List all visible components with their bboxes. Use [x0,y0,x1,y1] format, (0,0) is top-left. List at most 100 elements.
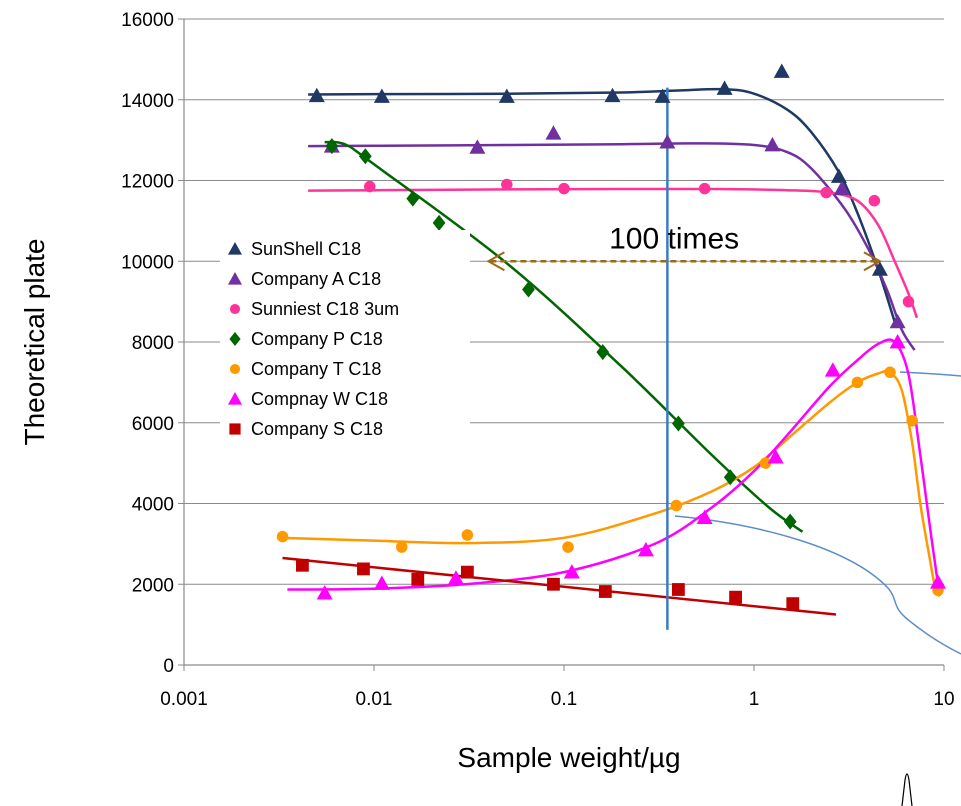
legend-label-sunshell-c18: SunShell C18 [251,239,361,259]
data-point-company-s-c18 [296,558,309,572]
data-point-compnay-w-c18 [637,541,654,557]
trend-line-company-p-c18 [324,140,804,533]
legend: SunShell C18 Company A C18 Sunniest C18 3u… [220,230,470,490]
data-point-company-p-c18 [596,344,610,361]
y-tick-label: 6000 [132,414,174,435]
annotation-arrow-head-right [863,251,882,272]
data-point-company-p-c18 [406,190,420,207]
y-tick-label: 14000 [121,91,174,112]
data-point-sunniest-c18-3um [501,178,513,191]
data-point-company-s-c18 [357,562,370,576]
legend-background [220,230,470,490]
data-point-company-s-c18 [547,577,560,591]
data-point-company-t-c18 [670,499,683,512]
data-point-company-p-c18 [671,415,685,432]
y-tick-label: 2000 [132,575,174,596]
data-point-company-s-c18 [729,590,742,604]
data-point-company-s-c18 [411,573,425,586]
x-tick-label: 0.001 [160,689,208,710]
legend-label-sunniest-c18-3um: Sunniest C18 3um [251,299,399,319]
x-tick-label: 1 [749,689,760,710]
data-point-sunshell-c18 [498,88,515,103]
legend-marker-company-a-c18 [228,272,242,285]
data-point-company-p-c18 [723,469,737,486]
y-tick-label: 0 [163,656,174,677]
data-point-sunshell-c18 [604,87,621,103]
legend-marker-company-t-c18 [229,363,241,375]
trend-line-sunniest-c18-3um [308,187,919,319]
data-point-sunshell-c18 [308,87,325,103]
annotation-label: 100 times [609,222,739,255]
y-tick-label: 12000 [121,172,174,193]
data-point-company-t-c18 [851,376,864,389]
tick-labels: 0 2000 4000 6000 8000 10000 12000 14000 16000 0.0… [121,10,954,710]
overlay-curve-upper [899,371,961,377]
data-point-sunshell-c18 [830,168,847,183]
data-point-sunniest-c18-3um [820,186,833,199]
data-point-company-t-c18 [906,414,918,427]
data-point-company-p-c18 [783,513,797,530]
y-tick-label: 10000 [121,252,174,273]
data-point-company-t-c18 [884,366,896,379]
data-point-company-p-c18 [325,138,339,155]
data-point-company-t-c18 [562,541,574,553]
data-point-compnay-w-c18 [930,574,947,589]
annotation-arrow-group: 100 times [486,222,882,272]
data-point-company-a-c18 [659,134,676,149]
data-point-sunniest-c18-3um [698,182,711,195]
data-point-company-a-c18 [833,180,850,195]
overlay-curve-group [674,371,961,806]
y-tick-label: 8000 [132,333,174,354]
data-point-sunniest-c18-3um [558,182,570,195]
data-point-sunshell-c18 [773,63,790,78]
data-point-company-p-c18 [358,148,372,165]
trend-line-sunshell-c18 [308,87,896,323]
data-point-company-t-c18 [276,530,289,543]
legend-label-company-a-c18: Company A C18 [251,269,381,289]
data-point-company-s-c18 [460,565,474,579]
data-point-sunshell-c18 [716,80,733,95]
x-tick-label: 10 [933,689,954,710]
y-axis-title: Theoretical plate [19,238,50,445]
data-point-sunniest-c18-3um [364,180,376,193]
trend-line-compnay-w-c18 [287,338,940,591]
legend-label-company-s-c18: Company S C18 [251,419,383,439]
x-axis-title: Sample weight/µg [457,742,680,773]
data-point-compnay-w-c18 [373,575,390,590]
data-point-company-s-c18 [598,585,612,598]
data-point-company-t-c18 [396,541,408,553]
y-tick-label: 16000 [121,10,174,31]
data-point-company-a-c18 [889,313,906,329]
legend-label-company-t-c18: Company T C18 [251,359,381,379]
legend-marker-company-p-c18 [229,332,241,346]
data-point-sunshell-c18 [654,88,671,103]
data-point-company-a-c18 [545,125,562,140]
legend-label-compnay-w-c18: Compnay W C18 [251,389,388,409]
data-point-compnay-w-c18 [824,362,841,377]
x-tick-label: 0.1 [551,689,577,710]
data-point-compnay-w-c18 [316,585,333,600]
overlay-curve [674,515,961,655]
data-points [276,63,947,611]
legend-label-company-p-c18: Company P C18 [251,329,383,349]
x-tick-label: 0.01 [356,689,393,710]
data-point-compnay-w-c18 [767,449,784,464]
data-point-company-t-c18 [461,529,474,541]
data-point-compnay-w-c18 [563,564,580,579]
peak-sketch [901,773,913,806]
data-point-company-s-c18 [671,583,685,596]
data-point-sunshell-c18 [373,88,390,103]
data-point-compnay-w-c18 [696,509,713,525]
data-point-company-t-c18 [759,457,772,469]
data-point-company-p-c18 [432,214,446,231]
trend-line-company-t-c18 [282,369,941,598]
legend-marker-sunshell-c18 [228,242,242,255]
data-point-sunshell-c18 [871,261,888,276]
data-point-company-a-c18 [469,139,486,154]
data-point-compnay-w-c18 [889,334,906,349]
data-point-compnay-w-c18 [447,570,464,585]
data-point-company-s-c18 [786,597,800,611]
data-point-sunniest-c18-3um [868,194,881,207]
